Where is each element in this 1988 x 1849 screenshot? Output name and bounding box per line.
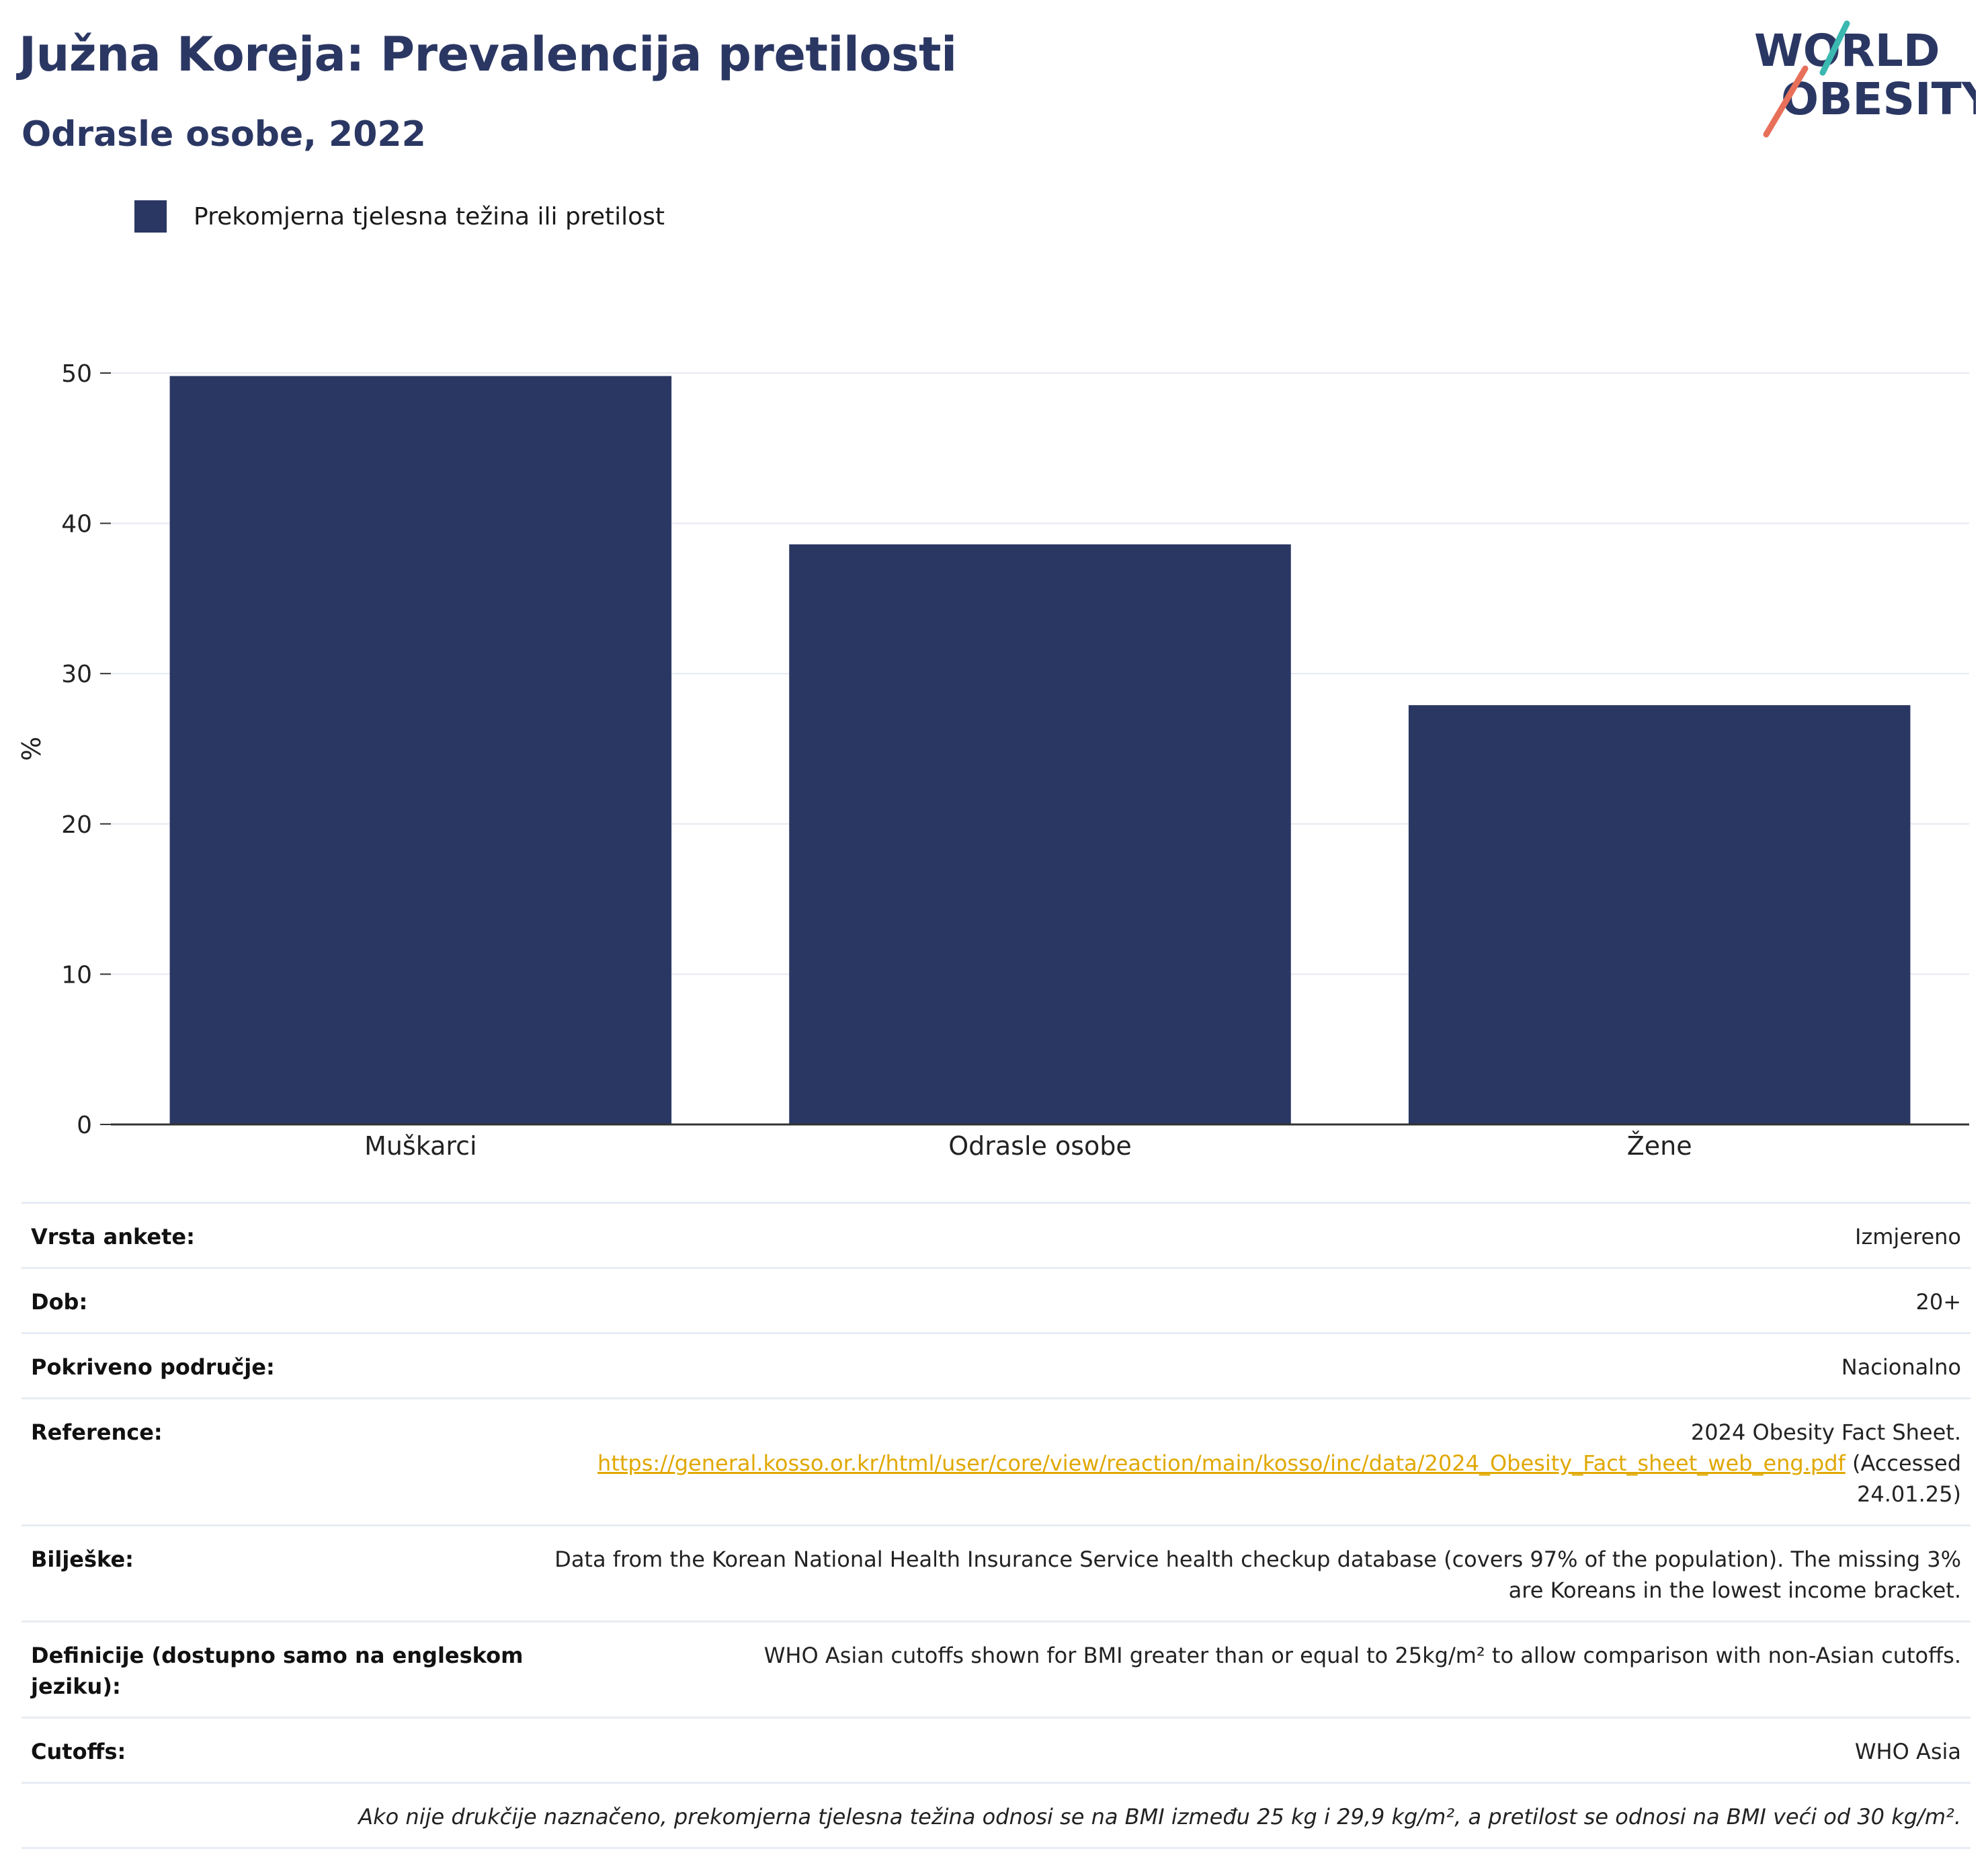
y-tick-label: 10 bbox=[61, 961, 92, 989]
page-title: Južna Koreja: Prevalencija pretilosti bbox=[19, 27, 957, 82]
footnote: Ako nije drukčije naznačeno, prekomjerna… bbox=[358, 1804, 1961, 1830]
info-value: WHO Asian cutoffs shown for BMI greater … bbox=[763, 1643, 1961, 1668]
info-row-notes: Bilješke: Data from the Korean National … bbox=[22, 1524, 1971, 1620]
logo-text-obesity: OBESITY bbox=[1781, 73, 1976, 125]
info-label: Pokriveno područje: bbox=[31, 1354, 275, 1380]
bar-2 bbox=[1408, 705, 1911, 1124]
legend-swatch bbox=[134, 200, 167, 233]
y-tick-label: 30 bbox=[61, 661, 92, 688]
bar-0 bbox=[169, 376, 672, 1125]
info-row-survey-type: Vrsta ankete: Izmjereno bbox=[22, 1202, 1971, 1267]
bar-1 bbox=[789, 544, 1291, 1124]
info-label: Vrsta ankete: bbox=[31, 1224, 195, 1249]
world-obesity-logo[interactable]: WORLD OBESITY bbox=[1747, 20, 1976, 141]
x-tick-label: Odrasle osobe bbox=[948, 1131, 1132, 1161]
chart-legend[interactable]: Prekomjerna tjelesna težina ili pretilos… bbox=[134, 200, 665, 233]
info-value: 20+ bbox=[1915, 1289, 1961, 1315]
info-label: Reference: bbox=[31, 1420, 163, 1445]
info-row-age: Dob: 20+ bbox=[22, 1267, 1971, 1332]
info-value: WHO Asia bbox=[1854, 1739, 1961, 1764]
reference-accessed: (Accessed 24.01.25) bbox=[1852, 1450, 1961, 1507]
info-label: Definicije (dostupno samo na engleskom j… bbox=[31, 1643, 524, 1699]
y-tick-label: 50 bbox=[61, 360, 92, 388]
legend-label: Prekomjerna tjelesna težina ili pretilos… bbox=[194, 202, 665, 231]
info-table: Vrsta ankete: Izmjereno Dob: 20+ Pokrive… bbox=[22, 1202, 1971, 1849]
logo-text-world: WORLD bbox=[1754, 25, 1940, 77]
info-label: Dob: bbox=[31, 1289, 88, 1315]
info-value: Izmjereno bbox=[1855, 1224, 1961, 1249]
info-row-references: Reference: 2024 Obesity Fact Sheet. http… bbox=[22, 1397, 1971, 1524]
info-value: Data from the Korean National Health Ins… bbox=[554, 1547, 1961, 1603]
info-row-area: Pokriveno područje: Nacionalno bbox=[22, 1332, 1971, 1397]
info-row-cutoffs: Cutoffs: WHO Asia bbox=[22, 1717, 1971, 1782]
info-value: Nacionalno bbox=[1841, 1354, 1961, 1380]
y-tick-label: 40 bbox=[61, 511, 92, 538]
y-tick-label: 20 bbox=[61, 811, 92, 839]
info-label: Bilješke: bbox=[31, 1547, 134, 1572]
info-value: 2024 Obesity Fact Sheet. https://general… bbox=[528, 1417, 1961, 1510]
info-row-footnote: Ako nije drukčije naznačeno, prekomjerna… bbox=[22, 1782, 1971, 1849]
y-axis-label: % bbox=[17, 737, 46, 761]
reference-title: 2024 Obesity Fact Sheet. bbox=[1690, 1420, 1961, 1445]
reference-link[interactable]: https://general.kosso.or.kr/html/user/co… bbox=[597, 1450, 1846, 1476]
x-tick-label: Žene bbox=[1627, 1131, 1692, 1161]
logo-coral-slash bbox=[1763, 65, 1809, 138]
info-label: Cutoffs: bbox=[31, 1739, 126, 1764]
info-row-definitions: Definicije (dostupno samo na engleskom j… bbox=[22, 1620, 1971, 1717]
y-tick-label: 0 bbox=[77, 1112, 92, 1139]
page-subtitle: Odrasle osobe, 2022 bbox=[22, 114, 426, 155]
bar-chart: 0 10 20 30 40 50% Muškarci Odrasle osobe Žene bbox=[17, 360, 1969, 1161]
logo-teal-slash bbox=[1819, 20, 1850, 76]
x-tick-label: Muškarci bbox=[364, 1131, 477, 1161]
